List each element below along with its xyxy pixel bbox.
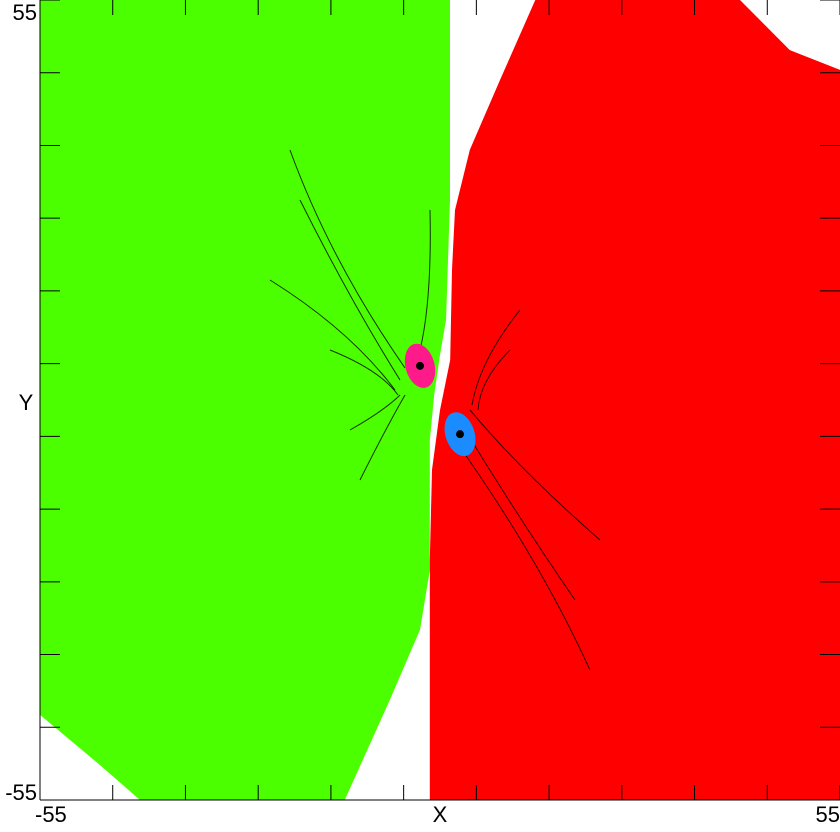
filament — [269, 279, 396, 391]
y-axis-label: Y — [19, 390, 34, 415]
filament — [289, 149, 406, 369]
attractor — [456, 430, 464, 439]
filament — [471, 309, 521, 406]
filament — [299, 199, 401, 381]
x-axis-label: X — [433, 802, 448, 827]
filament — [464, 429, 576, 601]
y-tick-label: -55 — [5, 780, 37, 805]
basin-region — [40, 0, 450, 800]
x-tick-label: -55 — [35, 802, 67, 827]
filament — [469, 409, 601, 541]
filament — [329, 349, 399, 396]
attractor — [416, 361, 424, 370]
filament — [454, 439, 591, 671]
y-tick-label: 55 — [13, 0, 37, 25]
filament — [419, 209, 431, 351]
attractors — [404, 343, 476, 457]
basin-region — [429, 0, 840, 800]
x-tick-label: 55 — [816, 802, 840, 827]
filament — [359, 394, 406, 481]
filaments — [269, 149, 601, 671]
filament — [349, 394, 401, 431]
filament — [477, 349, 511, 411]
regions — [40, 0, 840, 800]
